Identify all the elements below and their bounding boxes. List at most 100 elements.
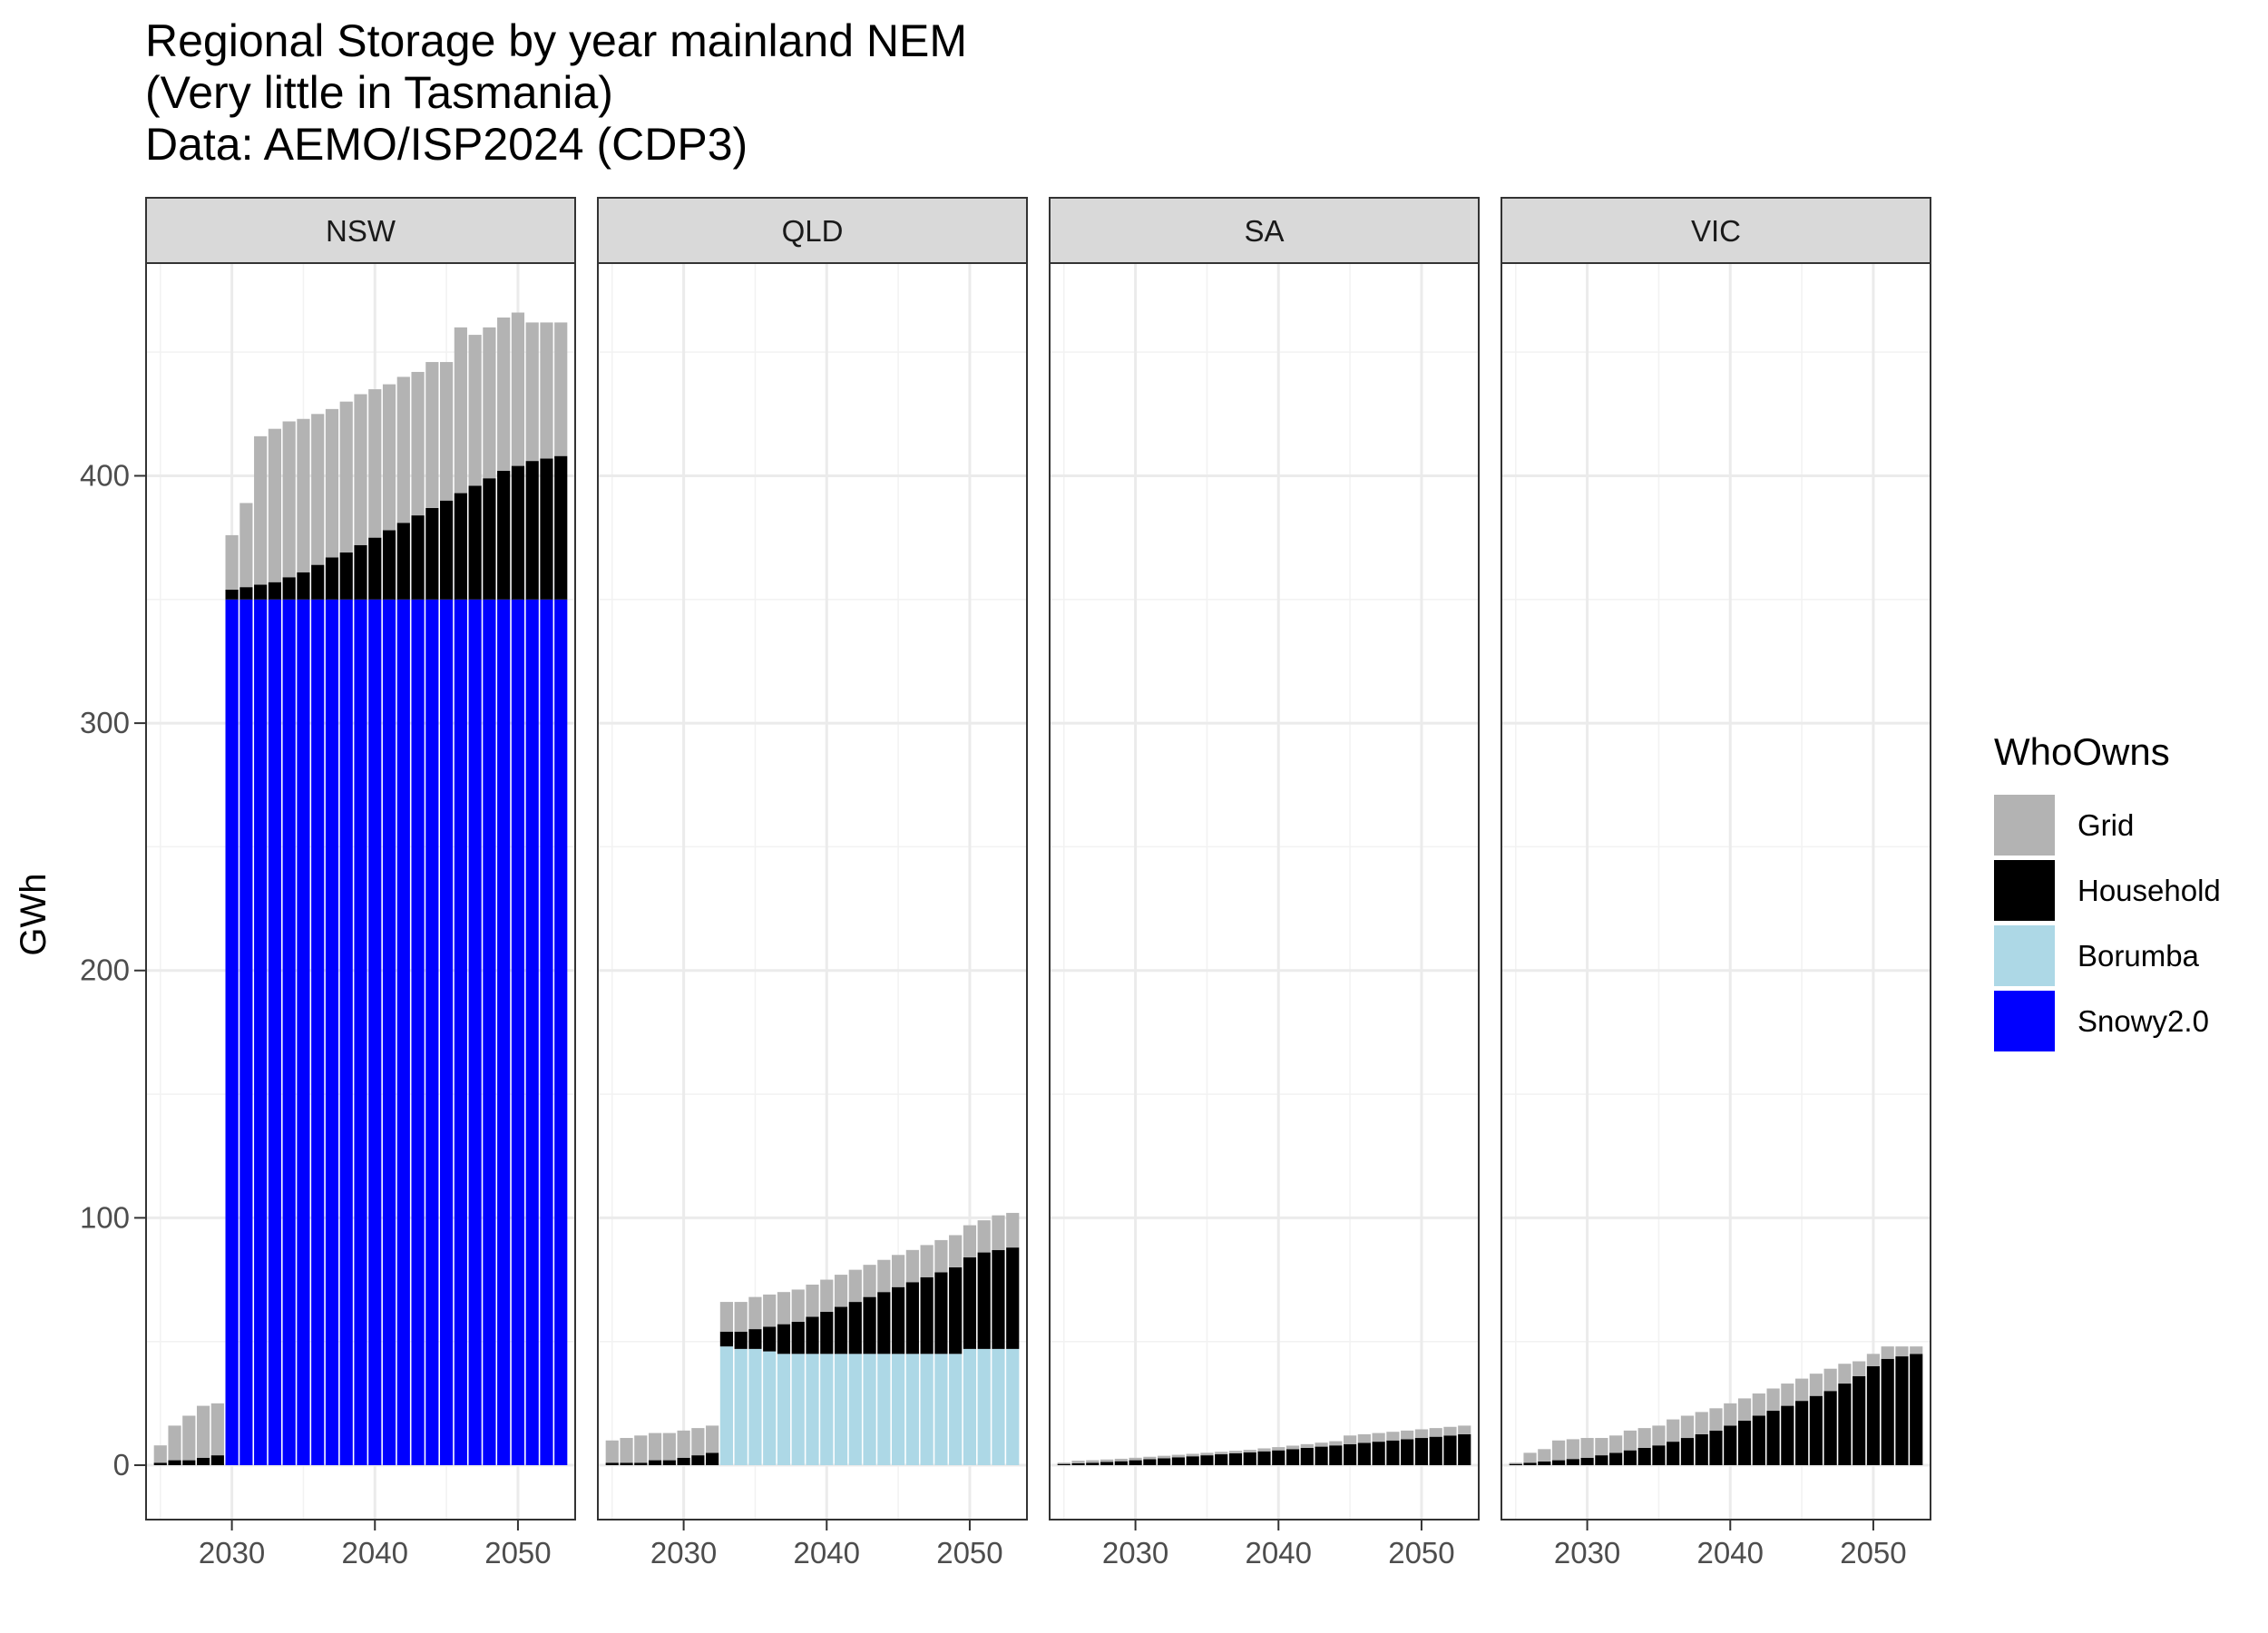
bar-qld-household-2048 [934,1272,948,1354]
panel-background [1501,263,1931,1520]
x-tick-label: 2040 [794,1536,860,1569]
bar-nsw-snowy20-2052 [540,599,553,1466]
bar-qld-grid-2044 [877,1259,891,1293]
bar-vic-household-2027 [1538,1461,1551,1466]
x-tick-label: 2040 [1697,1536,1764,1569]
bar-vic-grid-2041 [1737,1398,1752,1421]
bar-nsw-grid-2037 [325,408,339,558]
bar-sa-grid-2037 [1228,1451,1243,1453]
x-tick-label: 2050 [936,1536,1002,1569]
bar-qld-grid-2037 [777,1292,791,1325]
bar-nsw-grid-2040 [368,389,382,538]
bar-qld-borumba-2047 [920,1354,934,1466]
bar-nsw-grid-2039 [354,394,367,545]
x-tick-label: 2040 [342,1536,408,1569]
bar-qld-borumba-2048 [934,1354,948,1466]
bar-nsw-grid-2028 [196,1405,210,1458]
bar-nsw-household-2048 [483,478,496,600]
bar-sa-household-2031 [1143,1459,1157,1466]
bar-vic-household-2033 [1623,1450,1637,1466]
bar-nsw-household-2038 [339,552,353,600]
bar-qld-grid-2045 [892,1255,905,1287]
facet-panels: NSW 2030 2040 2050 QLD 2030 2040 2050 SA 2030 2040… [145,197,1931,1569]
bar-sa-grid-2039 [1257,1448,1271,1452]
bar-qld-grid-2049 [949,1235,963,1267]
bar-qld-grid-2031 [691,1428,705,1456]
bar-qld-household-2049 [949,1266,963,1354]
bar-qld-household-2051 [977,1252,991,1349]
bar-qld-household-2034 [734,1331,748,1349]
bar-vic-grid-2053 [1910,1346,1923,1354]
bar-qld-borumba-2040 [820,1354,834,1466]
bar-nsw-household-2049 [497,471,511,600]
bar-vic-household-2036 [1667,1442,1680,1466]
bar-vic-grid-2036 [1667,1419,1680,1442]
bar-qld-borumba-2049 [949,1354,963,1466]
bar-qld-grid-2048 [934,1239,948,1273]
bar-qld-borumba-2034 [734,1348,748,1466]
bar-vic-household-2031 [1595,1455,1608,1466]
bar-vic-household-2040 [1724,1425,1737,1466]
bar-nsw-household-2036 [311,564,325,600]
bar-vic-grid-2040 [1724,1403,1737,1426]
bar-sa-household-2048 [1386,1440,1400,1466]
bar-sa-grid-2053 [1458,1425,1471,1434]
y-tick-label: 400 [80,458,130,492]
bar-qld-household-2027 [634,1462,648,1466]
bar-vic-household-2042 [1752,1415,1765,1466]
bar-qld-grid-2047 [920,1245,934,1277]
strip-label-nsw: NSW [326,214,396,248]
facet-panel-nsw: NSW 2030 2040 2050 [145,197,576,1569]
bar-nsw-snowy20-2050 [511,599,525,1466]
bar-nsw-household-2050 [511,465,525,600]
bar-qld-household-2043 [863,1296,876,1354]
chart-title: Regional Storage by year mainland NEM [145,15,967,66]
bar-nsw-grid-2038 [339,401,353,552]
bar-nsw-household-2046 [454,493,467,600]
bar-nsw-snowy20-2051 [525,599,539,1466]
bar-vic-household-2053 [1910,1354,1923,1466]
bar-qld-borumba-2051 [977,1348,991,1466]
y-tick-label: 200 [80,953,130,987]
bar-qld-borumba-2043 [863,1354,876,1466]
bar-sa-household-2033 [1171,1457,1185,1466]
bar-sa-household-2049 [1401,1439,1414,1466]
bar-nsw-snowy20-2043 [411,599,425,1466]
legend: WhoOwns Grid Household Borumba Snowy2.0 [1994,730,2221,1051]
legend-label-snowy20: Snowy2.0 [2077,1004,2209,1038]
bar-sa-household-2030 [1129,1460,1142,1466]
bar-nsw-snowy20-2032 [254,599,268,1466]
bar-qld-household-2029 [662,1460,676,1466]
legend-label-grid: Grid [2077,808,2134,842]
bar-nsw-snowy20-2037 [325,599,339,1466]
bar-qld-borumba-2036 [763,1351,777,1466]
bar-nsw-grid-2030 [225,534,239,590]
bar-vic-household-2035 [1652,1445,1666,1466]
facet-panel-sa: SA 2030 2040 2050 [1049,197,1480,1569]
legend-title: WhoOwns [1994,730,2170,773]
bar-sa-grid-2041 [1286,1445,1300,1450]
bar-vic-grid-2033 [1623,1430,1637,1451]
bar-qld-grid-2051 [977,1220,991,1253]
bar-vic-grid-2032 [1609,1435,1623,1453]
bar-vic-grid-2046 [1809,1374,1823,1396]
bar-vic-grid-2027 [1538,1449,1551,1462]
bar-vic-grid-2045 [1795,1378,1809,1402]
bar-vic-grid-2025 [1509,1462,1522,1464]
chart-subtitle-line-2: Data: AEMO/ISP2024 (CDP3) [145,119,748,170]
bar-sa-household-2035 [1200,1455,1214,1466]
bar-vic-grid-2048 [1838,1364,1852,1384]
bar-qld-grid-2026 [620,1438,633,1463]
bar-nsw-snowy20-2040 [368,599,382,1466]
bar-sa-grid-2030 [1129,1457,1142,1461]
bar-qld-household-2037 [777,1324,791,1354]
x-tick-label: 2050 [484,1536,551,1569]
strip-label-qld: QLD [782,214,844,248]
bar-sa-household-2043 [1315,1446,1328,1466]
strip-label-vic: VIC [1691,214,1741,248]
bar-vic-household-2048 [1838,1384,1852,1466]
bar-qld-grid-2032 [706,1425,719,1453]
bar-vic-grid-2035 [1652,1425,1666,1446]
bar-nsw-household-2035 [297,572,310,600]
bar-qld-grid-2052 [992,1215,1005,1250]
